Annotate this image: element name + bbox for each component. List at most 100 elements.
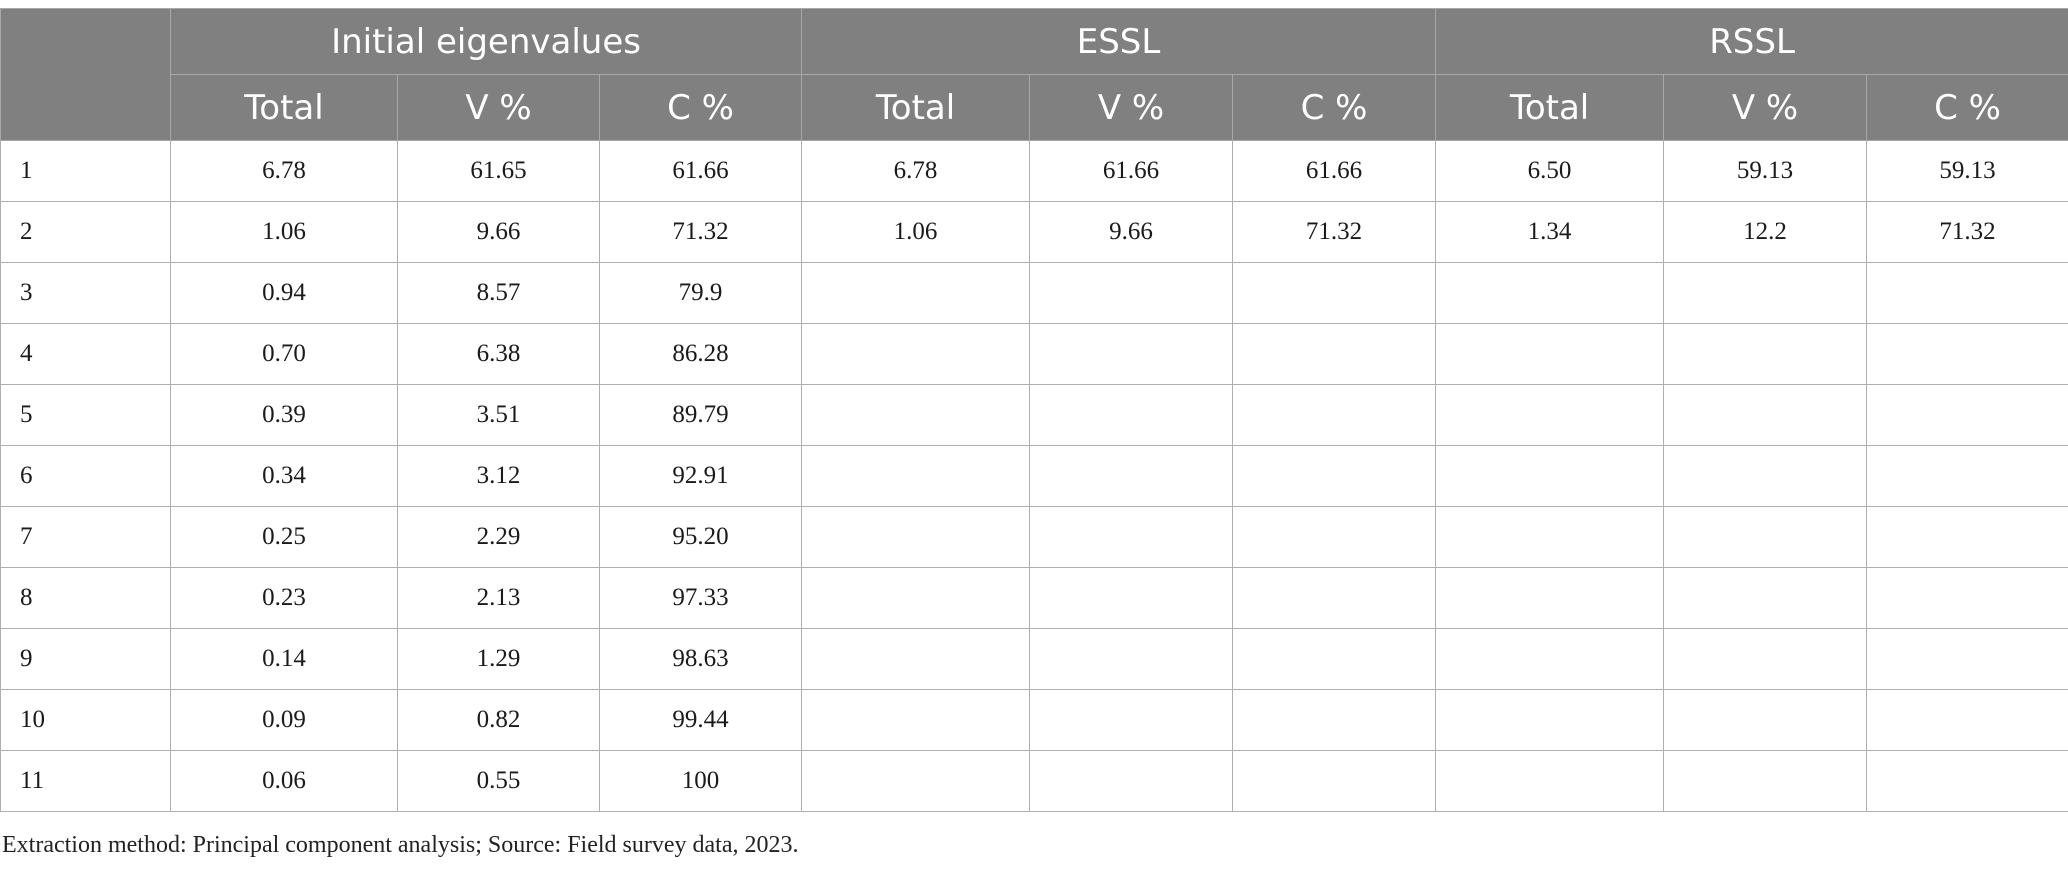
table-container: Initial eigenvalues ESSL RSSL Total V % … [0, 8, 2068, 812]
table-body: 1 6.78 61.65 61.66 6.78 61.66 61.66 6.50 59.13 59… [0, 140, 2068, 812]
eigenvalues-table: Initial eigenvalues ESSL RSSL Total V % … [0, 8, 2068, 812]
table-cell [1435, 689, 1665, 751]
sub-header-cell: V % [1029, 74, 1234, 141]
table-cell: 97.33 [598, 567, 803, 629]
table-row: 9 0.14 1.29 98.63 [0, 628, 2068, 690]
table-cell [1232, 689, 1437, 751]
table-cell [1663, 750, 1868, 812]
table-cell: 92.91 [598, 445, 803, 507]
table-cell [1866, 445, 2068, 507]
table-row: 2 1.06 9.66 71.32 1.06 9.66 71.32 1.34 12.2 71.32 [0, 201, 2068, 263]
table-cell [1663, 384, 1868, 446]
table-cell [1435, 567, 1665, 629]
table-cell: 12.2 [1663, 201, 1868, 263]
table-cell: 71.32 [1232, 201, 1437, 263]
table-cell: 3.12 [397, 445, 600, 507]
table-row: 10 0.09 0.82 99.44 [0, 689, 2068, 751]
table-cell: 61.66 [1232, 140, 1437, 202]
table-cell: 99.44 [598, 689, 803, 751]
table-cell [1866, 323, 2068, 385]
row-label-cell: 2 [0, 201, 171, 263]
table-cell [1435, 323, 1665, 385]
sub-header-cell: Total [801, 74, 1031, 141]
table-cell [1866, 750, 2068, 812]
table-row: 8 0.23 2.13 97.33 [0, 567, 2068, 629]
table-cell [1435, 750, 1665, 812]
table-cell [1663, 689, 1868, 751]
table-cell: 0.55 [397, 750, 600, 812]
sub-header-cell: V % [397, 74, 600, 141]
table-cell [1232, 384, 1437, 446]
sub-header-cell: V % [1663, 74, 1868, 141]
table-cell: 59.13 [1866, 140, 2068, 202]
table-cell: 0.39 [170, 384, 398, 446]
table-cell [1663, 262, 1868, 324]
sub-header-row: Total V % C % Total V % C % Total V % C … [1, 74, 2068, 141]
table-cell [1866, 689, 2068, 751]
table-cell [1435, 384, 1665, 446]
table-cell [1029, 750, 1234, 812]
row-label-cell: 11 [0, 750, 171, 812]
table-row: 5 0.39 3.51 89.79 [0, 384, 2068, 446]
table-cell [1232, 750, 1437, 812]
table-cell [1866, 628, 2068, 690]
table-cell: 2.13 [397, 567, 600, 629]
table-cell [1435, 628, 1665, 690]
table-cell [1029, 689, 1234, 751]
table-cell [1232, 323, 1437, 385]
table-cell: 0.34 [170, 445, 398, 507]
table-cell [1029, 323, 1234, 385]
table-cell: 6.78 [801, 140, 1031, 202]
table-header: Initial eigenvalues ESSL RSSL Total V % … [0, 8, 2068, 141]
table-cell [1435, 506, 1665, 568]
table-cell: 9.66 [397, 201, 600, 263]
table-cell: 1.06 [801, 201, 1031, 263]
table-cell [1866, 262, 2068, 324]
table-cell [801, 628, 1031, 690]
table-cell [1232, 506, 1437, 568]
table-cell: 0.70 [170, 323, 398, 385]
table-cell [1029, 628, 1234, 690]
group-header-rssl: RSSL [1435, 8, 2068, 75]
table-cell: 71.32 [598, 201, 803, 263]
table-cell: 0.09 [170, 689, 398, 751]
table-cell: 100 [598, 750, 803, 812]
table-cell: 61.66 [598, 140, 803, 202]
table-cell [1029, 384, 1234, 446]
sub-header-cell: C % [1232, 74, 1437, 141]
sub-header-cell: Total [170, 74, 398, 141]
table-cell: 9.66 [1029, 201, 1234, 263]
table-cell [1435, 445, 1665, 507]
table-cell: 1.06 [170, 201, 398, 263]
sub-header-cell: Total [1435, 74, 1665, 141]
table-cell [1232, 628, 1437, 690]
table-cell: 95.20 [598, 506, 803, 568]
table-cell [801, 750, 1031, 812]
table-cell: 0.23 [170, 567, 398, 629]
table-row: 6 0.34 3.12 92.91 [0, 445, 2068, 507]
row-label-cell: 1 [0, 140, 171, 202]
table-cell: 1.34 [1435, 201, 1665, 263]
table-cell: 1.29 [397, 628, 600, 690]
table-cell: 6.50 [1435, 140, 1665, 202]
table-cell: 0.82 [397, 689, 600, 751]
table-cell [801, 445, 1031, 507]
table-cell [1232, 262, 1437, 324]
table-cell [801, 567, 1031, 629]
table-cell: 61.66 [1029, 140, 1234, 202]
row-label-cell: 10 [0, 689, 171, 751]
table-cell [1029, 567, 1234, 629]
table-cell: 71.32 [1866, 201, 2068, 263]
table-cell: 8.57 [397, 262, 600, 324]
row-label-cell: 9 [0, 628, 171, 690]
table-cell: 2.29 [397, 506, 600, 568]
row-label-cell: 4 [0, 323, 171, 385]
group-header-initial-eigenvalues: Initial eigenvalues [169, 8, 803, 75]
table-cell [1663, 567, 1868, 629]
table-cell [1435, 262, 1665, 324]
table-cell: 89.79 [598, 384, 803, 446]
table-cell [1866, 384, 2068, 446]
table-cell: 6.78 [170, 140, 398, 202]
table-cell [801, 262, 1031, 324]
table-row: 4 0.70 6.38 86.28 [0, 323, 2068, 385]
